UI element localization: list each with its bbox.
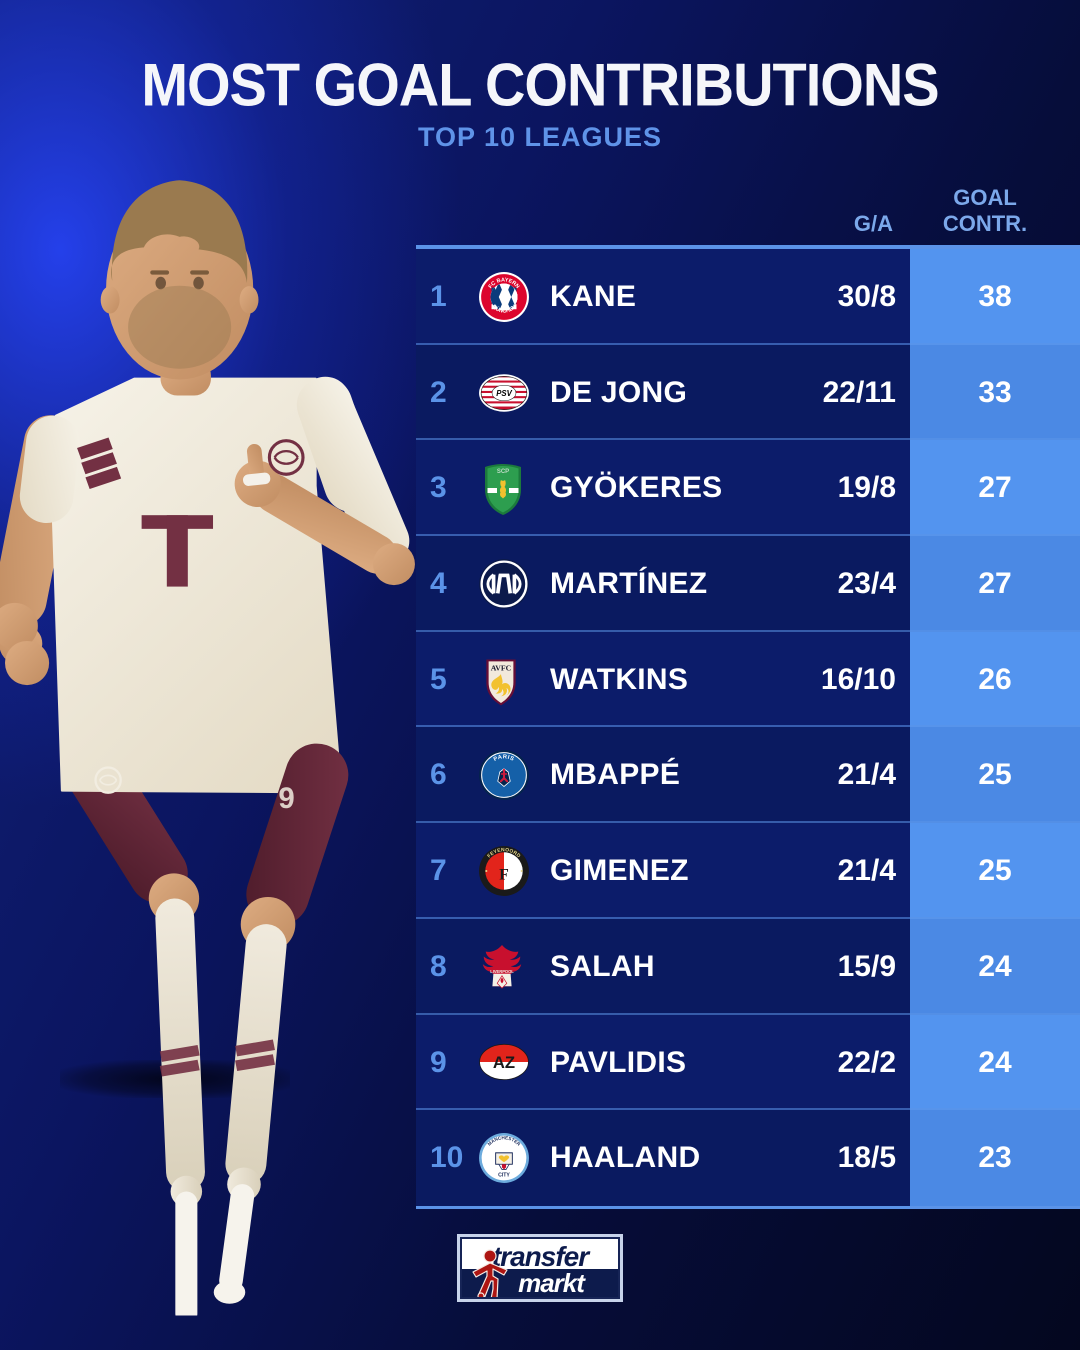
svg-text:LIVERPOOL: LIVERPOOL [490, 968, 514, 973]
svg-text:9: 9 [278, 782, 294, 815]
svg-text:PSV: PSV [496, 389, 512, 398]
svg-text:F: F [499, 866, 509, 883]
svg-text:AVFC: AVFC [491, 663, 512, 672]
svg-text:AZ: AZ [493, 1054, 515, 1073]
svg-text:SCP: SCP [497, 469, 509, 475]
svg-text:CITY: CITY [498, 1173, 510, 1179]
